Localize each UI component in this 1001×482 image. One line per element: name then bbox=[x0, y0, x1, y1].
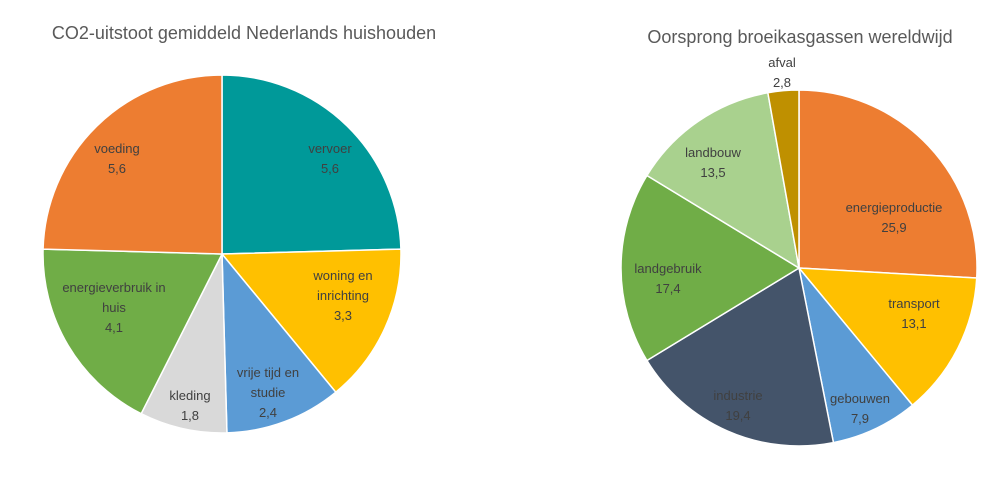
data-label-landbouw: landbouw 13,5 bbox=[685, 145, 741, 180]
household-co2-pie-chart: CO2-uitstoot gemiddeld Nederlands huisho… bbox=[42, 23, 436, 434]
data-label-value: 1,8 bbox=[181, 408, 199, 423]
pie-slice-woning-en-inrichting bbox=[221, 248, 402, 393]
data-label-category: gebouwen bbox=[830, 391, 890, 406]
data-label-category: landbouw bbox=[685, 145, 741, 160]
data-label-landgebruik: landgebruik 17,4 bbox=[634, 261, 702, 296]
data-label-energieverbruik-in-huis: energieverbruik in huis 4,1 bbox=[62, 280, 165, 335]
data-label-value: 19,4 bbox=[725, 408, 750, 423]
data-label-category: industrie bbox=[713, 388, 762, 403]
data-label-transport: transport 13,1 bbox=[888, 296, 940, 331]
data-label-value: 4,1 bbox=[105, 320, 123, 335]
data-label-vrije-tijd-en-studie: vrije tijd en studie 2,4 bbox=[237, 365, 299, 420]
pie-slice-vervoer bbox=[221, 74, 402, 255]
data-label-kleding: kleding 1,8 bbox=[169, 388, 210, 423]
data-label-industrie: industrie 19,4 bbox=[713, 388, 762, 423]
pie-slices bbox=[620, 89, 978, 447]
data-label-value: 17,4 bbox=[655, 281, 680, 296]
pie-slice-afval bbox=[767, 89, 800, 269]
data-label-category: energieproductie bbox=[846, 200, 943, 215]
pie-slice-landbouw bbox=[646, 92, 800, 269]
data-label-category: vervoer bbox=[308, 141, 352, 156]
greenhouse-gas-origin-pie-chart: Oorsprong broeikasgassen wereldwijd ener… bbox=[620, 27, 978, 447]
pie-slice-vrije-tijd-en-studie bbox=[221, 253, 337, 434]
chart-title: CO2-uitstoot gemiddeld Nederlands huisho… bbox=[52, 23, 436, 43]
pie-data-labels: energieproductie 25,9 transport 13,1 gebouwe… bbox=[634, 55, 942, 426]
data-label-value: 7,9 bbox=[851, 411, 869, 426]
data-label-category: landgebruik bbox=[634, 261, 702, 276]
data-label-value: 2,4 bbox=[259, 405, 277, 420]
data-label-category: voeding bbox=[94, 141, 140, 156]
data-label-gebouwen: gebouwen 7,9 bbox=[830, 391, 890, 426]
pie-slice-transport bbox=[798, 267, 978, 406]
pie-slices bbox=[42, 74, 402, 434]
chart-title: Oorsprong broeikasgassen wereldwijd bbox=[647, 27, 952, 47]
data-label-value: 5,6 bbox=[321, 161, 339, 176]
data-label-value: 2,8 bbox=[773, 75, 791, 90]
data-label-value: 3,3 bbox=[334, 308, 352, 323]
pie-slice-voeding bbox=[42, 74, 223, 255]
data-label-category: inrichting bbox=[317, 288, 369, 303]
data-label-value: 13,5 bbox=[700, 165, 725, 180]
pie-slice-landgebruik bbox=[620, 174, 800, 362]
data-label-category: transport bbox=[888, 296, 940, 311]
data-label-category: woning en bbox=[312, 268, 372, 283]
data-label-category: afval bbox=[768, 55, 796, 70]
data-label-category: vrije tijd en bbox=[237, 365, 299, 380]
data-label-category: studie bbox=[251, 385, 286, 400]
data-label-vervoer: vervoer 5,6 bbox=[308, 141, 352, 176]
data-label-category: energieverbruik in bbox=[62, 280, 165, 295]
data-label-value: 25,9 bbox=[881, 220, 906, 235]
data-label-value: 5,6 bbox=[108, 161, 126, 176]
data-label-category: huis bbox=[102, 300, 126, 315]
pie-data-labels: vervoer 5,6 woning en inrichting 3,3 vrije ti… bbox=[62, 141, 372, 423]
data-label-value: 13,1 bbox=[901, 316, 926, 331]
data-label-category: kleding bbox=[169, 388, 210, 403]
data-label-energieproductie: energieproductie 25,9 bbox=[846, 200, 943, 235]
data-label-woning-en-inrichting: woning en inrichting 3,3 bbox=[312, 268, 372, 323]
data-label-afval: afval 2,8 bbox=[768, 55, 796, 90]
pie-slice-industrie bbox=[646, 267, 835, 447]
pie-slice-energieproductie bbox=[798, 89, 978, 279]
pie-slice-energieverbruik-in-huis bbox=[42, 248, 223, 415]
data-label-voeding: voeding 5,6 bbox=[94, 141, 140, 176]
